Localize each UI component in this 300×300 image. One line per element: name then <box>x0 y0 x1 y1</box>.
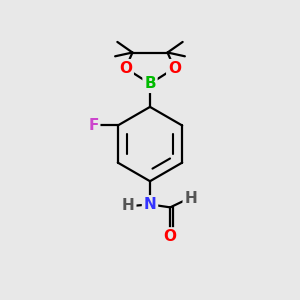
Text: O: O <box>164 229 177 244</box>
Text: B: B <box>144 76 156 91</box>
Text: O: O <box>168 61 181 76</box>
Text: H: H <box>122 198 135 213</box>
Text: H: H <box>184 191 197 206</box>
Text: O: O <box>119 61 132 76</box>
Text: N: N <box>144 197 156 212</box>
Text: F: F <box>88 118 99 133</box>
